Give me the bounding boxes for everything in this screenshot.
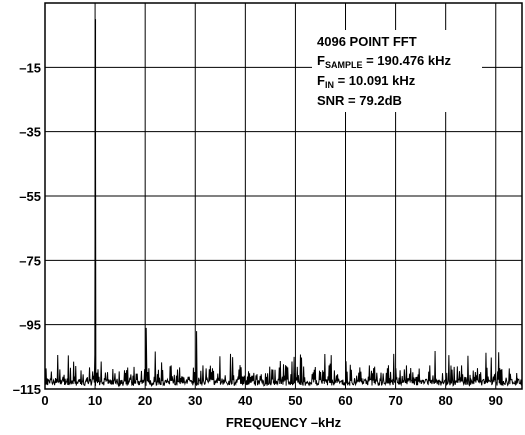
y-tick-label: –95: [19, 318, 41, 333]
annotation-line-3: FIN = 10.091 kHz: [317, 73, 416, 90]
annotation-box: 4096 POINT FFT FSAMPLE = 190.476 kHz FIN…: [312, 30, 482, 112]
y-tick-label: –75: [19, 253, 41, 268]
annotation-fft-text: 4096 POINT FFT: [317, 34, 417, 49]
x-axis-title: FREQUENCY –kHz: [226, 415, 342, 430]
x-tick-label: 20: [138, 393, 152, 408]
y-tick-labels: –15 –35 –55 –75 –95 –115: [13, 60, 41, 397]
annotation-line-1: 4096 POINT FFT: [317, 34, 417, 49]
x-tick-labels: 0 10 20 30 40 50 60 70 80 90: [41, 393, 503, 408]
plot-frame: [44, 2, 523, 390]
annotation-snr-text: SNR = 79.2dB: [317, 93, 402, 108]
annotation-line-2: FSAMPLE = 190.476 kHz: [317, 53, 452, 70]
annotation-line-4: SNR = 79.2dB: [317, 93, 402, 108]
annotation-fsample-sub: SAMPLE: [325, 60, 363, 70]
annotation-fin-f: F: [317, 73, 325, 88]
x-tick-label: 30: [188, 393, 202, 408]
y-tick-label: –15: [19, 60, 41, 75]
spectrum-trace: [44, 19, 523, 388]
y-tick-label: –35: [19, 125, 41, 140]
x-tick-label: 80: [438, 393, 452, 408]
y-tick-label: –115: [13, 382, 41, 397]
annotation-background: [312, 30, 482, 112]
annotation-fsample-value: = 190.476 kHz: [362, 53, 451, 68]
x-tick-label: 40: [238, 393, 252, 408]
x-tick-label: 70: [388, 393, 402, 408]
y-tick-label: –55: [19, 189, 41, 204]
x-tick-label: 60: [338, 393, 352, 408]
annotation-fin-sub: IN: [325, 80, 334, 90]
x-tick-label: 90: [489, 393, 503, 408]
x-tick-label: 50: [288, 393, 302, 408]
annotation-fin-value: = 10.091 kHz: [334, 73, 416, 88]
spectrum-line: [44, 19, 523, 388]
x-tick-label: 10: [88, 393, 102, 408]
annotation-fsample-f: F: [317, 53, 325, 68]
x-tick-label: 0: [41, 393, 48, 408]
